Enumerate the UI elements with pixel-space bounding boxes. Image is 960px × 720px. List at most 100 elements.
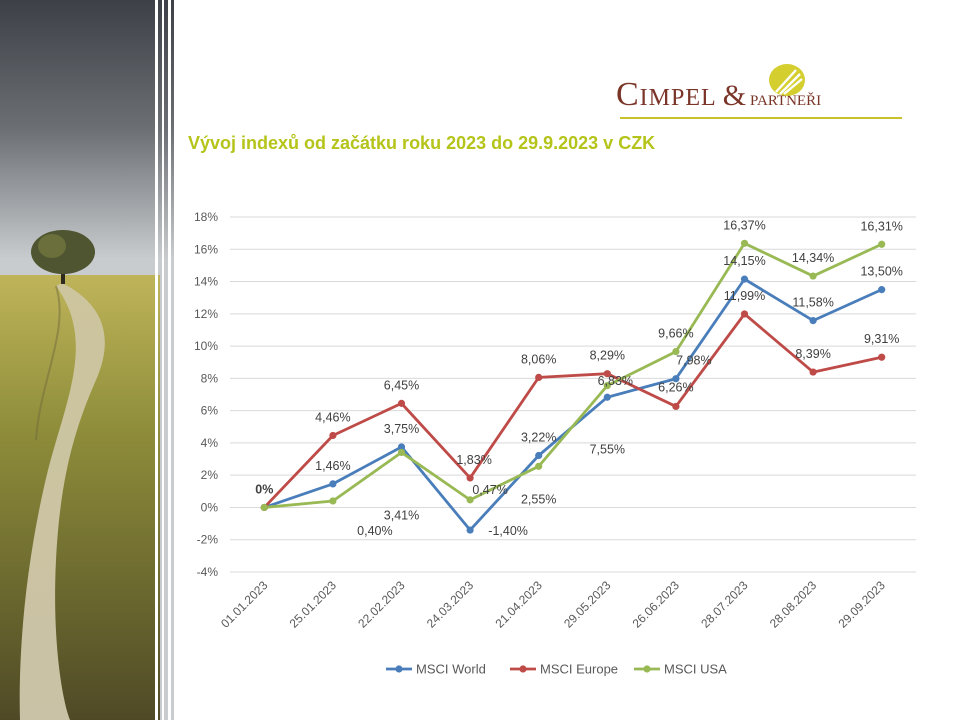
data-point xyxy=(672,402,680,411)
data-point xyxy=(535,373,543,381)
company-logo: Cimpel & partneři xyxy=(616,62,906,122)
legend-marker xyxy=(643,665,651,673)
series-markers xyxy=(260,239,886,534)
y-tick-label: 4% xyxy=(201,436,219,450)
data-label: 16,37% xyxy=(723,218,765,232)
data-point xyxy=(329,431,337,440)
logo-main-text: Cimpel xyxy=(616,76,717,113)
line-chart: -4% -2% 0% 2% 4% 6% 8% 10% 12% 14% 16% 18% 01.01.20… xyxy=(194,210,916,677)
data-label: 0,40% xyxy=(357,524,392,538)
data-point xyxy=(672,347,680,356)
x-tick-label: 24.03.2023 xyxy=(424,578,477,631)
data-point xyxy=(809,272,817,280)
data-point xyxy=(878,353,886,361)
data-point xyxy=(740,310,749,318)
series-lines xyxy=(263,241,883,532)
series-line xyxy=(263,277,883,532)
legend: MSCI World MSCI Europe MSCI USA xyxy=(386,662,727,677)
data-label: 1,83% xyxy=(456,453,491,467)
y-tick-label: 8% xyxy=(201,371,219,385)
data-label: 6,45% xyxy=(384,378,419,392)
data-point xyxy=(603,382,611,390)
x-tick-label: 21.04.2023 xyxy=(492,578,545,631)
data-label: -1,40% xyxy=(488,524,528,538)
grid xyxy=(230,216,916,573)
data-point xyxy=(329,480,337,488)
data-label: 16,31% xyxy=(860,219,902,233)
data-point xyxy=(466,474,474,482)
data-label: 9,31% xyxy=(864,332,899,346)
x-tick-label: 28.08.2023 xyxy=(767,578,820,631)
logo-underline xyxy=(620,117,902,119)
legend-label: MSCI Europe xyxy=(540,662,618,677)
landscape-decoration xyxy=(0,0,178,720)
data-label: 6,26% xyxy=(658,380,693,394)
x-tick-label: 25.01.2023 xyxy=(287,578,340,631)
data-point xyxy=(672,375,680,383)
data-label: 1,46% xyxy=(315,459,350,473)
x-tick-label: 28.07.2023 xyxy=(698,578,751,631)
legend-label: MSCI USA xyxy=(664,662,727,677)
data-label: 4,46% xyxy=(315,410,350,424)
data-point xyxy=(878,286,886,294)
x-axis: 01.01.2023 25.01.2023 22.02.2023 24.03.2023… xyxy=(218,578,888,631)
data-point xyxy=(878,240,886,248)
data-labels: 0% 1,46% 3,75% -1,40% 3,22% 6,83% 7,98% 14,15% 1… xyxy=(255,218,903,538)
leaf-icon xyxy=(769,64,805,96)
data-point xyxy=(535,451,543,460)
legend-marker xyxy=(395,665,403,673)
data-point xyxy=(260,503,268,512)
data-label: 2,55% xyxy=(521,492,556,506)
y-tick-label: 0% xyxy=(201,500,219,514)
data-label: 0,47% xyxy=(472,483,507,497)
data-label: 13,50% xyxy=(860,265,902,279)
data-label: 11,99% xyxy=(724,289,765,303)
data-point xyxy=(397,443,406,451)
y-axis: -4% -2% 0% 2% 4% 6% 8% 10% 12% 14% 16% 18% xyxy=(194,210,218,579)
data-label: 7,55% xyxy=(590,443,625,457)
x-tick-label: 29.09.2023 xyxy=(835,578,888,631)
data-label: 3,75% xyxy=(384,422,419,436)
series-line xyxy=(263,312,882,509)
data-label: 9,66% xyxy=(658,327,693,341)
data-point xyxy=(603,393,611,401)
data-point xyxy=(397,448,406,457)
data-label: 3,41% xyxy=(384,508,419,522)
y-tick-label: -2% xyxy=(197,533,219,547)
y-tick-label: -4% xyxy=(197,565,219,579)
data-point xyxy=(466,496,474,504)
x-tick-label: 22.02.2023 xyxy=(355,578,408,631)
data-point xyxy=(466,526,474,534)
data-label: 11,58% xyxy=(792,296,833,310)
y-tick-label: 14% xyxy=(194,275,218,289)
x-tick-label: 26.06.2023 xyxy=(630,578,683,631)
legend-marker xyxy=(519,665,527,673)
data-point xyxy=(740,239,749,247)
data-label: 0% xyxy=(255,482,273,496)
data-point xyxy=(740,275,749,283)
series-line xyxy=(264,241,883,509)
y-tick-label: 18% xyxy=(194,210,218,224)
legend-label: MSCI World xyxy=(416,662,486,677)
y-tick-label: 16% xyxy=(194,242,218,256)
data-label: 7,98% xyxy=(676,354,711,368)
data-label: 14,34% xyxy=(792,251,834,265)
y-tick-label: 2% xyxy=(201,468,219,482)
x-tick-label: 01.01.2023 xyxy=(218,578,271,631)
data-label: 8,39% xyxy=(795,347,830,361)
y-tick-label: 10% xyxy=(194,339,218,353)
logo-ampersand: & xyxy=(722,79,747,112)
x-tick-label: 29.05.2023 xyxy=(561,578,614,631)
y-tick-label: 6% xyxy=(201,404,219,418)
data-label: 14,15% xyxy=(723,254,765,268)
y-tick-label: 12% xyxy=(194,307,218,321)
data-point xyxy=(809,368,817,376)
data-label: 8,29% xyxy=(590,349,625,363)
data-point xyxy=(397,399,406,407)
data-label: 6,83% xyxy=(598,374,633,388)
data-point xyxy=(809,316,817,325)
data-point xyxy=(329,497,337,505)
data-point xyxy=(535,462,543,470)
chart-title: Vývoj indexů od začátku roku 2023 do 29.… xyxy=(188,133,656,153)
data-label: 8,06% xyxy=(521,352,556,366)
